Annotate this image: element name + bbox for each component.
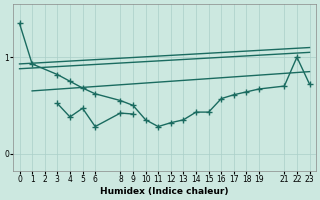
X-axis label: Humidex (Indice chaleur): Humidex (Indice chaleur) bbox=[100, 187, 229, 196]
